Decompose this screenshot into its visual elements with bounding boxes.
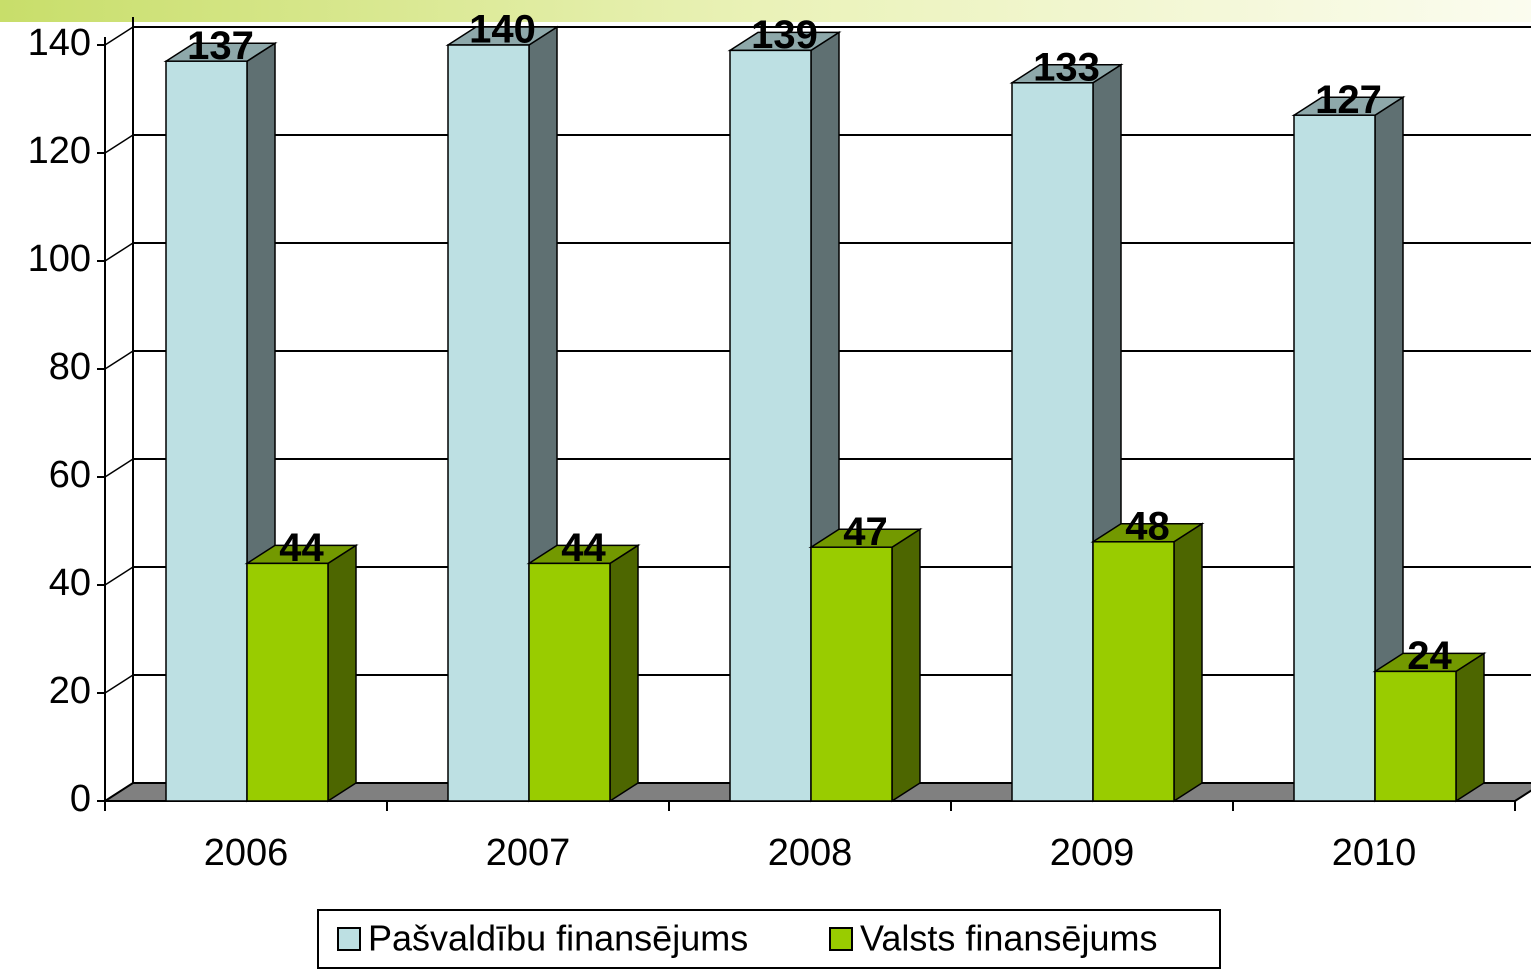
data-label: 133 — [1033, 45, 1100, 89]
bar — [165, 60, 248, 802]
bar — [1293, 114, 1376, 802]
data-label: 24 — [1407, 634, 1452, 678]
bar-side — [609, 544, 639, 803]
bar-side — [891, 527, 921, 803]
x-tick-label: 2008 — [768, 832, 853, 874]
data-label: 44 — [561, 526, 606, 570]
bar — [729, 49, 812, 802]
data-label: 48 — [1125, 504, 1170, 548]
bar — [246, 562, 329, 802]
x-tick-label: 2010 — [1332, 832, 1417, 874]
grid-diagonal — [104, 458, 134, 478]
bar — [1011, 82, 1094, 802]
legend-swatch — [337, 927, 361, 951]
legend — [317, 909, 1221, 969]
x-tick-label: 2006 — [204, 832, 289, 874]
plot: 0 20 40 60 80 100 120 140 2006 137 44 2007 140 44 2008… — [28, 8, 1531, 874]
x-tick-label: 2009 — [1050, 832, 1135, 874]
data-label: 127 — [1315, 78, 1382, 122]
y-tick-label: 60 — [49, 454, 91, 496]
bar — [1374, 670, 1457, 802]
grid-diagonal — [104, 26, 134, 46]
grid-diagonal — [104, 134, 134, 154]
bar — [528, 562, 611, 802]
y-tick-label: 140 — [28, 22, 91, 64]
data-label: 139 — [751, 13, 818, 57]
grid-diagonal — [104, 242, 134, 262]
legend-swatch — [829, 927, 853, 951]
y-tick-label: 80 — [49, 346, 91, 388]
bar-side — [327, 544, 357, 803]
bar — [810, 546, 893, 802]
y-tick-label: 120 — [28, 130, 91, 172]
bar — [447, 44, 530, 802]
data-label: 140 — [469, 8, 536, 52]
y-tick-label: 20 — [49, 670, 91, 712]
y-tick-label: 100 — [28, 238, 91, 280]
top-strip — [0, 0, 1531, 22]
x-tick-label: 2007 — [486, 832, 571, 874]
grid-diagonal — [104, 566, 134, 586]
legend-label: Valsts finansējums — [860, 918, 1157, 959]
bar — [1092, 541, 1175, 802]
data-label: 44 — [279, 526, 324, 570]
legend-label: Pašvaldību finansējums — [368, 918, 748, 959]
bar-side — [1455, 652, 1485, 803]
grid-diagonal — [104, 350, 134, 370]
data-label: 47 — [843, 510, 888, 554]
data-label: 137 — [187, 24, 254, 68]
y-tick-label: 40 — [49, 562, 91, 604]
y-tick-label: 0 — [70, 778, 91, 820]
grid-diagonal — [104, 674, 134, 694]
bar-side — [1173, 522, 1203, 803]
